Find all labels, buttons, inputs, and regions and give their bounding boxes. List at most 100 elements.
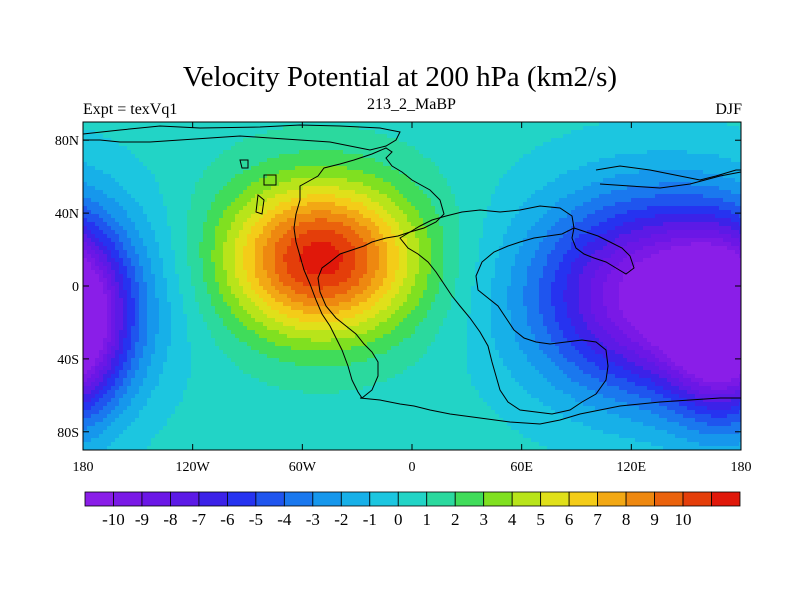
field-cell	[703, 134, 708, 139]
field-cell	[215, 150, 220, 155]
field-cell	[327, 126, 332, 131]
field-cell	[635, 130, 640, 135]
field-cell	[667, 170, 672, 175]
field-cell	[531, 206, 536, 211]
field-cell	[651, 210, 656, 215]
field-cell	[419, 214, 424, 219]
field-cell	[415, 218, 420, 223]
field-cell	[607, 238, 612, 243]
field-cell	[547, 186, 552, 191]
field-cell	[703, 198, 708, 203]
field-cell	[599, 126, 604, 131]
field-cell	[479, 226, 484, 231]
field-cell	[495, 202, 500, 207]
field-cell	[139, 150, 144, 155]
field-cell	[575, 206, 580, 211]
field-cell	[111, 130, 116, 135]
field-cell	[699, 138, 704, 143]
field-cell	[675, 146, 680, 151]
field-cell	[175, 142, 180, 147]
field-cell	[87, 186, 92, 191]
field-cell	[315, 182, 320, 187]
field-cell	[239, 226, 244, 231]
field-cell	[487, 158, 492, 163]
field-cell	[643, 226, 648, 231]
field-cell	[279, 214, 284, 219]
field-cell	[203, 206, 208, 211]
field-cell	[251, 170, 256, 175]
field-cell	[547, 138, 552, 143]
field-cell	[115, 190, 120, 195]
field-cell	[99, 134, 104, 139]
field-cell	[623, 210, 628, 215]
field-cell	[495, 126, 500, 131]
field-cell	[347, 170, 352, 175]
field-cell	[267, 174, 272, 179]
field-cell	[503, 190, 508, 195]
field-cell	[471, 138, 476, 143]
field-cell	[103, 242, 108, 247]
field-cell	[187, 122, 192, 127]
field-cell	[487, 166, 492, 171]
field-cell	[91, 206, 96, 211]
field-cell	[139, 154, 144, 159]
field-cell	[311, 138, 316, 143]
field-cell	[483, 122, 488, 127]
field-cell	[459, 170, 464, 175]
field-cell	[467, 150, 472, 155]
field-cell	[711, 222, 716, 227]
field-cell	[283, 166, 288, 171]
field-cell	[239, 122, 244, 127]
field-cell	[427, 222, 432, 227]
field-cell	[555, 150, 560, 155]
field-cell	[319, 154, 324, 159]
field-cell	[419, 202, 424, 207]
field-cell	[415, 134, 420, 139]
field-cell	[223, 226, 228, 231]
field-cell	[711, 178, 716, 183]
field-cell	[663, 178, 668, 183]
field-cell	[431, 178, 436, 183]
field-cell	[463, 226, 468, 231]
field-cell	[171, 178, 176, 183]
field-cell	[195, 170, 200, 175]
field-cell	[739, 186, 741, 191]
field-cell	[683, 210, 688, 215]
field-cell	[495, 122, 500, 127]
field-cell	[523, 178, 528, 183]
field-cell	[699, 210, 704, 215]
field-cell	[231, 226, 236, 231]
field-cell	[211, 122, 216, 127]
field-cell	[559, 218, 564, 223]
field-cell	[519, 238, 524, 243]
field-cell	[119, 234, 124, 239]
field-cell	[403, 162, 408, 167]
field-cell	[627, 234, 632, 239]
field-cell	[367, 174, 372, 179]
field-cell	[651, 186, 656, 191]
field-cell	[427, 130, 432, 135]
field-cell	[739, 146, 741, 151]
field-cell	[679, 194, 684, 199]
field-cell	[623, 146, 628, 151]
field-cell	[643, 218, 648, 223]
field-cell	[683, 166, 688, 171]
field-cell	[83, 202, 88, 207]
field-cell	[315, 206, 320, 211]
field-cell	[531, 142, 536, 147]
field-cell	[511, 138, 516, 143]
field-cell	[171, 238, 176, 243]
field-cell	[139, 202, 144, 207]
field-cell	[219, 150, 224, 155]
field-cell	[371, 146, 376, 151]
field-cell	[679, 134, 684, 139]
field-cell	[91, 158, 96, 163]
field-cell	[151, 230, 156, 235]
field-cell	[303, 226, 308, 231]
field-cell	[555, 126, 560, 131]
field-cell	[287, 178, 292, 183]
field-cell	[571, 186, 576, 191]
field-cell	[267, 226, 272, 231]
field-cell	[299, 206, 304, 211]
field-cell	[143, 198, 148, 203]
